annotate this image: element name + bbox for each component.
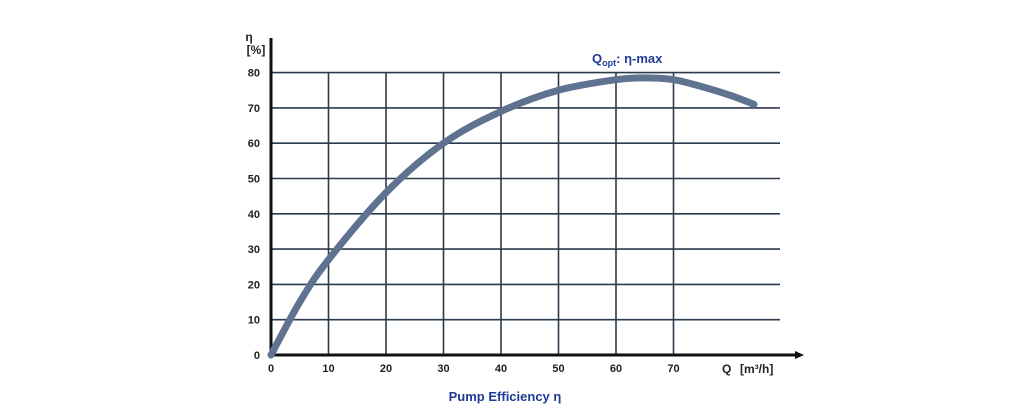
qopt-annotation-sub: opt xyxy=(602,58,616,68)
y-axis-unit: [%] xyxy=(247,43,266,57)
x-tick-label-50: 50 xyxy=(552,363,564,375)
x-tick-label-30: 30 xyxy=(437,363,449,375)
qopt-annotation-rest: : η-max xyxy=(616,51,663,66)
curve-layer xyxy=(267,74,758,359)
y-tick-label-30: 30 xyxy=(248,244,260,256)
y-tick-label-40: 40 xyxy=(248,209,260,221)
y-tick-label-70: 70 xyxy=(248,103,260,115)
y-tick-label-10: 10 xyxy=(248,315,260,327)
axes-layer xyxy=(269,38,804,359)
qopt-annotation-main: Q xyxy=(592,51,602,66)
x-tick-label-10: 10 xyxy=(322,363,334,375)
y-tick-label-80: 80 xyxy=(248,68,260,80)
qopt-annotation: Qopt: η-max xyxy=(592,51,663,68)
y-axis-label: η xyxy=(245,30,252,44)
x-tick-label-70: 70 xyxy=(667,363,679,375)
y-tick-label-20: 20 xyxy=(248,279,260,291)
chart-title: Pump Efficiency η xyxy=(449,389,562,404)
tick-labels: 0 10 20 30 40 50 60 70 80 0 10 20 30 40 50 60 70 xyxy=(248,68,680,375)
x-tick-label-0: 0 xyxy=(268,363,274,375)
x-tick-label-40: 40 xyxy=(495,363,507,375)
y-tick-label-60: 60 xyxy=(248,138,260,150)
y-tick-label-50: 50 xyxy=(248,174,260,186)
y-tick-label-0: 0 xyxy=(254,350,260,362)
x-axis-unit: [m³/h] xyxy=(740,362,773,376)
x-axis-arrow xyxy=(795,351,804,359)
x-tick-label-20: 20 xyxy=(380,363,392,375)
efficiency-curve xyxy=(267,74,758,359)
grid-layer xyxy=(271,71,780,355)
x-axis-label: Q xyxy=(722,362,731,376)
x-tick-label-60: 60 xyxy=(610,363,622,375)
